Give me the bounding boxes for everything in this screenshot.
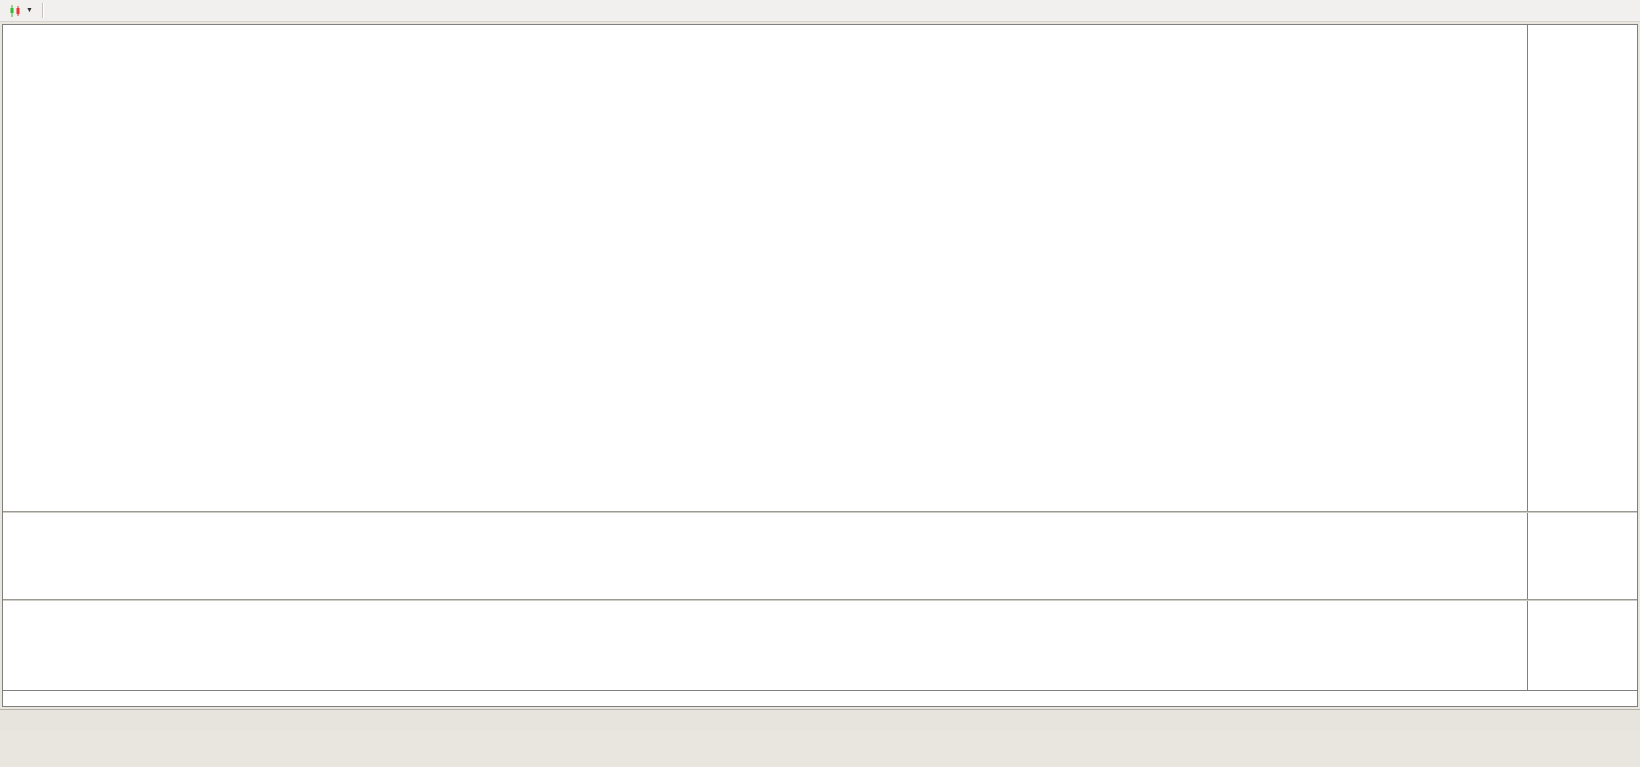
main-chart-pane [3,25,1637,511]
rsi-pane [3,513,1637,599]
time-axis[interactable] [3,690,1637,706]
macd-canvas[interactable] [3,601,1527,690]
macd-pane [3,601,1637,690]
rsi-axis[interactable] [1527,513,1637,599]
panel-splitter[interactable] [3,599,1637,601]
price-axis[interactable] [1527,25,1637,511]
chart-window [2,24,1638,707]
macd-axis[interactable] [1527,601,1637,690]
window-background [0,731,1640,767]
dropdown-caret-icon: ▼ [26,7,33,14]
charts-menu-button[interactable]: ▼ [5,2,36,20]
toolbar-separator [41,3,43,18]
candlestick-chart-icon [10,4,20,17]
timeframes-toolbar: ▼ [0,0,1640,22]
chart-tabs-bar [0,709,1640,731]
main-chart-canvas[interactable] [3,25,1527,511]
rsi-canvas[interactable] [3,513,1527,599]
panel-splitter[interactable] [3,511,1637,513]
